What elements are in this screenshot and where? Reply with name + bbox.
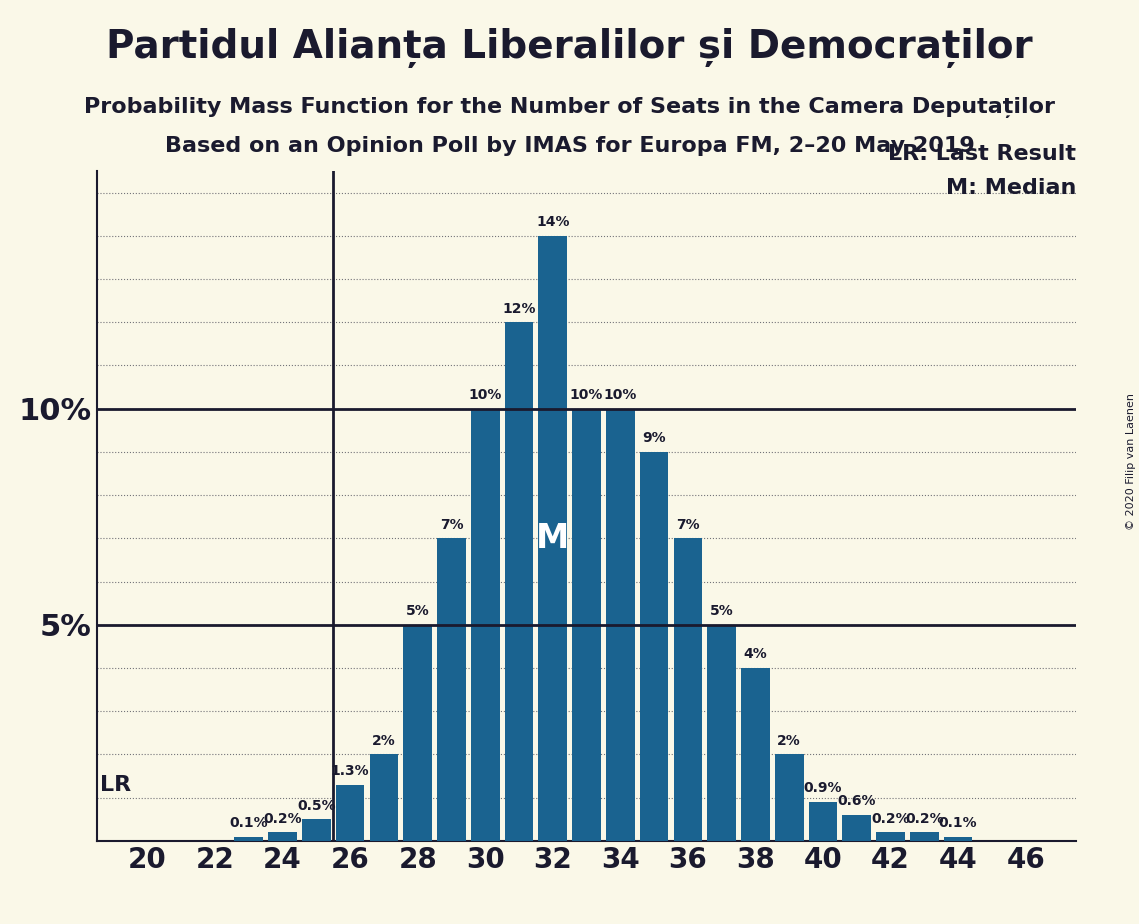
Text: 0.5%: 0.5% [297,798,336,813]
Text: Based on an Opinion Poll by IMAS for Europa FM, 2–20 May 2019: Based on an Opinion Poll by IMAS for Eur… [165,136,974,156]
Text: 10%: 10% [570,388,604,402]
Text: 4%: 4% [744,648,768,662]
Text: LR: Last Result: LR: Last Result [888,144,1076,164]
Bar [572,408,601,841]
Text: Probability Mass Function for the Number of Seats in the Camera Deputaților: Probability Mass Function for the Number… [84,97,1055,118]
Bar [302,820,330,841]
Text: 10%: 10% [468,388,502,402]
Text: 0.9%: 0.9% [804,782,842,796]
Text: M: M [536,522,570,554]
Bar [741,668,770,841]
Bar [606,408,634,841]
Bar [268,833,297,841]
Text: 2%: 2% [372,734,395,748]
Text: 9%: 9% [642,432,666,445]
Text: 0.2%: 0.2% [906,811,944,826]
Text: © 2020 Filip van Laenen: © 2020 Filip van Laenen [1125,394,1136,530]
Bar [876,833,904,841]
Bar [809,802,837,841]
Bar [369,754,399,841]
Text: 14%: 14% [536,215,570,229]
Text: 7%: 7% [440,517,464,532]
Bar [673,539,703,841]
Text: 0.1%: 0.1% [939,816,977,830]
Text: 10%: 10% [604,388,637,402]
Text: 2%: 2% [778,734,801,748]
Text: 0.6%: 0.6% [837,795,876,808]
Text: Partidul Alianța Liberalilor și Democraților: Partidul Alianța Liberalilor și Democraț… [106,28,1033,67]
Bar [505,322,533,841]
Bar [707,625,736,841]
Text: 0.2%: 0.2% [871,811,910,826]
Text: 1.3%: 1.3% [330,764,369,778]
Text: LR: LR [100,774,131,795]
Text: M: Median: M: Median [947,177,1076,198]
Text: 5%: 5% [405,604,429,618]
Bar [910,833,939,841]
Text: 5%: 5% [710,604,734,618]
Text: 0.1%: 0.1% [229,816,268,830]
Bar [944,836,973,841]
Bar [775,754,804,841]
Bar [539,236,567,841]
Bar [640,452,669,841]
Text: 12%: 12% [502,302,535,316]
Bar [336,784,364,841]
Bar [843,815,871,841]
Text: 0.2%: 0.2% [263,811,302,826]
Text: 7%: 7% [677,517,699,532]
Bar [470,408,500,841]
Bar [437,539,466,841]
Bar [403,625,432,841]
Bar [235,836,263,841]
